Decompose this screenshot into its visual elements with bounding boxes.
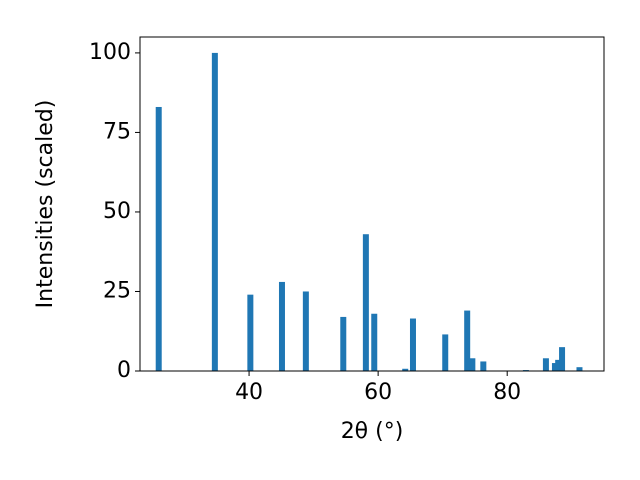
bar: [302, 291, 309, 371]
x-tick-label: 40: [235, 380, 263, 405]
bar: [402, 368, 409, 371]
bar: [555, 359, 562, 371]
plot-frame: [139, 36, 605, 372]
y-tick-label: 50: [103, 199, 131, 224]
y-tick-label: 100: [89, 40, 131, 65]
bar: [480, 361, 487, 371]
y-tick-label: 0: [117, 358, 131, 383]
bar: [442, 334, 449, 371]
x-tick-label: 80: [493, 380, 521, 405]
bar: [469, 358, 476, 371]
x-axis-label: 2θ (°): [341, 419, 404, 444]
x-tick-label: 60: [364, 380, 392, 405]
bar: [559, 347, 566, 371]
y-axis-label: Intensities (scaled): [33, 100, 58, 309]
bar: [409, 318, 416, 371]
bar: [576, 367, 583, 371]
bar: [340, 316, 347, 371]
bar: [211, 52, 218, 372]
y-tick-label: 25: [103, 278, 131, 303]
y-tick-label: 75: [103, 119, 131, 144]
bar: [542, 358, 549, 371]
bar: [371, 313, 378, 371]
bar: [464, 310, 471, 371]
bar: [155, 106, 162, 371]
bar: [278, 281, 285, 371]
bar: [362, 234, 369, 371]
bar: [247, 294, 254, 371]
bar: [551, 363, 558, 371]
